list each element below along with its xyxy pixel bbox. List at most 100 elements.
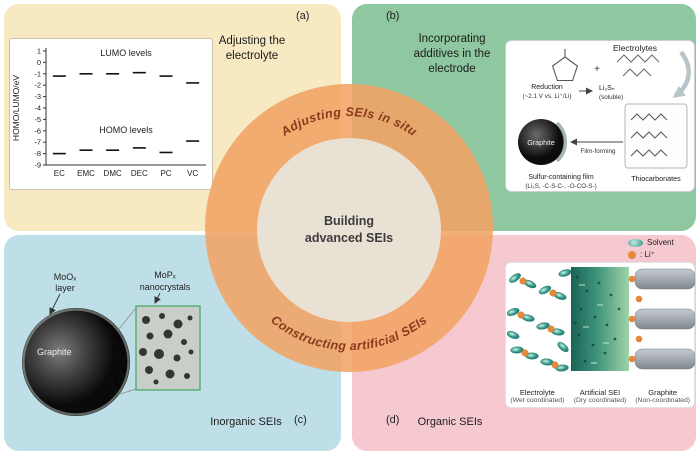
- li-ion: [628, 275, 636, 283]
- region-labels: Electrolyte (Wet coordinated) Artificial…: [506, 388, 694, 404]
- solvent-molecule: [509, 273, 521, 283]
- x-category-label: DEC: [131, 169, 148, 178]
- graphite-label: Graphite: [37, 347, 72, 357]
- solvent-molecule: [558, 269, 572, 277]
- legend-item-li-ion: : Li⁺: [628, 250, 674, 259]
- li-ion: [547, 325, 555, 333]
- panel-b-title-line3: electrode: [428, 63, 476, 75]
- y-tick-label: -1: [34, 69, 41, 78]
- graphite-layer: [634, 348, 695, 370]
- panel-b-label: (b): [386, 10, 400, 22]
- sei-speckle: [593, 315, 597, 319]
- electrolytes-label: Electrolytes: [613, 43, 657, 53]
- x-category-label: EC: [54, 169, 65, 178]
- graphite-layer: [634, 268, 695, 290]
- moox-label-line1: MoOₓ: [54, 272, 77, 282]
- additive-molecule-icon: [616, 54, 660, 63]
- panel-a-title-line1: Adjusting the: [218, 35, 286, 47]
- li-ion: [519, 277, 527, 285]
- graphite-label: Graphite: [527, 138, 555, 147]
- y-tick-label: -5: [34, 115, 41, 124]
- zoom-line: [117, 307, 137, 331]
- moox-arrow: [49, 293, 61, 315]
- li-ion: [517, 311, 525, 319]
- reduction-label-line1: Reduction: [531, 84, 563, 91]
- cyclic-molecule-icon: [551, 56, 579, 82]
- solvent-icon: [628, 238, 643, 247]
- artificial-sei-layer: [571, 267, 629, 371]
- additive-diagram: Electrolytes + Reduction (~2.1 V vs. Li⁺…: [505, 40, 695, 192]
- mopx-nanocrystal-dots: [104, 323, 126, 402]
- homo-lumo-chart: 1 0 -1 -2 -3 -4 -5 -6 -7 -8 -9 EC EMC DMC DEC PC VC LUMO …: [9, 38, 213, 190]
- legend-label-li-ion: : Li⁺: [640, 250, 655, 259]
- y-tick-label: -9: [34, 161, 41, 170]
- solvent-molecule: [507, 331, 520, 339]
- inorganic-seis-label: Inorganic SEIs: [210, 416, 282, 428]
- sei-speckle: [605, 323, 609, 327]
- li-ion: [635, 295, 643, 303]
- center-circle: Building advanced SEIs: [257, 138, 441, 322]
- reduction-label-line2: (~2.1 V vs. Li⁺/Li): [523, 93, 572, 100]
- moox-label-line2: layer: [55, 283, 75, 293]
- film-forming-label: Film-forming: [581, 148, 616, 155]
- panel-b-title-line2: additives in the: [413, 48, 491, 60]
- inset-nanocrystals: [139, 313, 194, 385]
- organic-seis-label: Organic SEIs: [417, 416, 483, 428]
- mopx-arrow: [154, 292, 161, 304]
- mopx-label-line2: nanocrystals: [140, 282, 191, 292]
- mopx-label-line1: MoPₓ: [154, 270, 176, 280]
- y-tick-label: -6: [34, 126, 41, 135]
- organic-sei-diagram: Electrolyte (Wet coordinated) Artificial…: [505, 262, 695, 408]
- legend: Solvent : Li⁺: [628, 238, 674, 262]
- lumo-levels-label: LUMO levels: [100, 48, 152, 58]
- legend-item-solvent: Solvent: [628, 238, 674, 247]
- legend-label-solvent: Solvent: [647, 238, 674, 247]
- sei-speckle: [597, 281, 601, 285]
- li-ion-icon: [628, 250, 636, 259]
- thiocarbonates-label: Thiocarbonates: [631, 174, 681, 183]
- sei-speckle: [575, 275, 579, 279]
- thiocarbonate-molecule-icon: [630, 149, 668, 157]
- li-ion: [521, 349, 529, 357]
- sei-speckle: [573, 321, 577, 325]
- center-title-line2: advanced SEIs: [304, 231, 394, 245]
- graphite-particle: [518, 119, 564, 165]
- li-ion: [635, 335, 643, 343]
- panel-a-label: (a): [296, 10, 310, 22]
- y-axis-title: HOMO/LUMO/eV: [11, 75, 21, 141]
- sei-speckle: [577, 333, 581, 337]
- inorganic-sei-graphic: Graphite MoOₓ layer MoPₓ nanocrystals: [22, 270, 201, 416]
- solvent-molecule: [538, 285, 552, 295]
- solvent-molecule: [507, 308, 520, 316]
- reaction-curved-arrow: [672, 50, 691, 98]
- region-sub: (Wet coordinated): [510, 397, 565, 404]
- film-label-line1: Sulfur-containing film: [528, 174, 594, 181]
- sei-speckle: [613, 337, 617, 341]
- moox-layer-ring: [22, 308, 130, 416]
- solvent-molecule: [555, 364, 569, 372]
- x-category-label: EMC: [77, 169, 95, 178]
- homo-levels-label: HOMO levels: [99, 125, 153, 135]
- sei-speckle: [585, 289, 589, 293]
- region-name: Artificial SEI: [579, 388, 621, 397]
- film-label-line2: (Li₂S, -C-S-C-, -O-CO-S-): [525, 183, 596, 190]
- y-tick-label: -7: [34, 138, 41, 147]
- center-title: Building advanced SEIs: [305, 213, 393, 247]
- sei-speckle: [609, 293, 613, 297]
- sei-speckle: [591, 343, 595, 347]
- thiocarbonate-molecule-icon: [630, 113, 668, 121]
- region-name: Graphite: [648, 388, 678, 397]
- soluble-label-line1: Li₂Sₙ: [599, 85, 615, 92]
- li-ion: [628, 355, 636, 363]
- zoom-line: [119, 388, 137, 395]
- sei-speckle: [579, 307, 583, 311]
- x-category-label: VC: [187, 169, 198, 178]
- region-artificial-sei: Artificial SEI (Dry coordinated): [569, 388, 632, 404]
- x-category-label: DMC: [104, 169, 122, 178]
- sei-speckle: [583, 359, 587, 363]
- panel-b-title: Incorporating additives in the electrode: [392, 32, 512, 77]
- thiocarbonate-molecule-icon: [630, 131, 668, 139]
- region-sub: (Non-coordinated): [635, 397, 691, 404]
- solvent-molecule: [510, 346, 524, 354]
